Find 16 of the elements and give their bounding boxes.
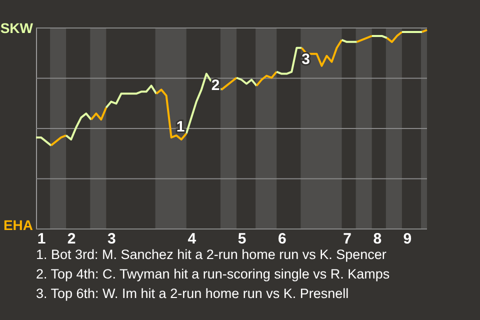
- text: 1. Bot 3rd: M. Sanchez hit a 2-run home run vs K. Spencer: [36, 247, 387, 262]
- annotation: 3: [302, 50, 310, 68]
- x-tick-label: 1: [37, 230, 46, 248]
- x-tick-label: 9: [403, 230, 412, 248]
- x-tick-label: 8: [373, 230, 382, 248]
- text: SKW: [0, 20, 34, 36]
- x-tick-label: 6: [278, 230, 286, 248]
- text: 3. Top 6th: W. Im hit a 2-run home run vs K. Presnell: [36, 286, 349, 301]
- annotation: 1: [176, 118, 185, 136]
- text: 2. Top 4th: C. Twyman hit a run-scoring single vs R. Kamps: [36, 266, 390, 282]
- x-tick-label: 4: [188, 230, 197, 248]
- x-tick-label: 3: [108, 230, 116, 248]
- x-tick-label: 2: [67, 230, 76, 248]
- x-tick-label: 5: [238, 230, 246, 248]
- text: EHA: [3, 217, 33, 233]
- x-tick-label: 7: [343, 230, 352, 248]
